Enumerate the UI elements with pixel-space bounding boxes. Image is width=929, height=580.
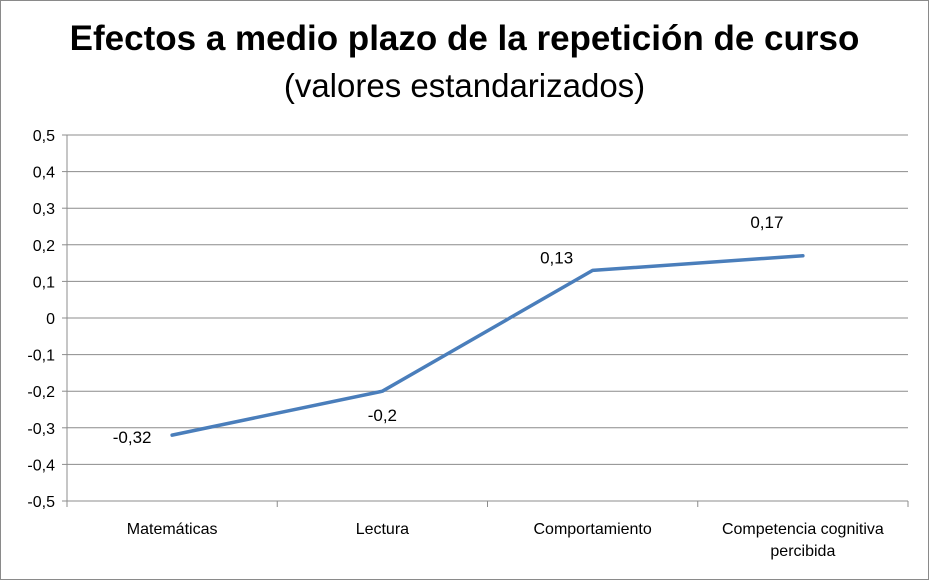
y-tick-label: -0,5 <box>27 494 55 511</box>
y-tick-label: 0 <box>46 311 55 328</box>
x-tick-label-line: Competencia cognitiva <box>722 521 884 538</box>
y-tick-label: 0,5 <box>33 128 55 145</box>
x-tick-label-line: Lectura <box>356 521 409 538</box>
y-tick-label: 0,1 <box>33 274 55 291</box>
data-label: -0,2 <box>368 406 397 425</box>
y-tick-label: -0,3 <box>27 421 55 438</box>
chart-title: Efectos a medio plazo de la repetición d… <box>69 19 860 58</box>
x-tick-label-line: Matemáticas <box>127 521 218 538</box>
data-label: 0,13 <box>540 248 573 267</box>
x-tick-label: Lectura <box>356 521 409 538</box>
x-tick-label: Competencia cognitiva percibida <box>722 521 884 560</box>
gridlines <box>67 134 908 502</box>
data-label: 0,17 <box>750 213 783 232</box>
chart-subtitle: (valores estandarizados) <box>283 67 646 104</box>
axes <box>62 134 909 507</box>
x-tick-label-line: Comportamiento <box>533 521 651 538</box>
x-tick-label: Matemáticas <box>127 521 218 538</box>
y-tick-label: 0,3 <box>33 201 55 218</box>
y-tick-label: -0,4 <box>27 457 55 474</box>
x-axis-ticks: Matemáticas Lectura Comportamiento Competen… <box>127 521 884 560</box>
x-tick-label-line: percibida <box>770 543 835 560</box>
series-line <box>170 254 805 437</box>
x-tick-label: Comportamiento <box>533 521 651 538</box>
y-tick-label: -0,2 <box>27 384 55 401</box>
data-labels: -0,32 -0,2 0,13 0,17 <box>113 213 784 447</box>
y-axis-ticks: 0,5 0,4 0,3 0,2 0,1 0 -0,1 -0,2 -0,3 -0,4 -0,5 <box>27 128 55 511</box>
y-tick-label: -0,1 <box>27 348 55 365</box>
data-label: -0,32 <box>113 428 152 447</box>
y-tick-label: 0,2 <box>33 238 55 255</box>
y-tick-label: 0,4 <box>33 165 55 182</box>
series <box>170 254 805 437</box>
